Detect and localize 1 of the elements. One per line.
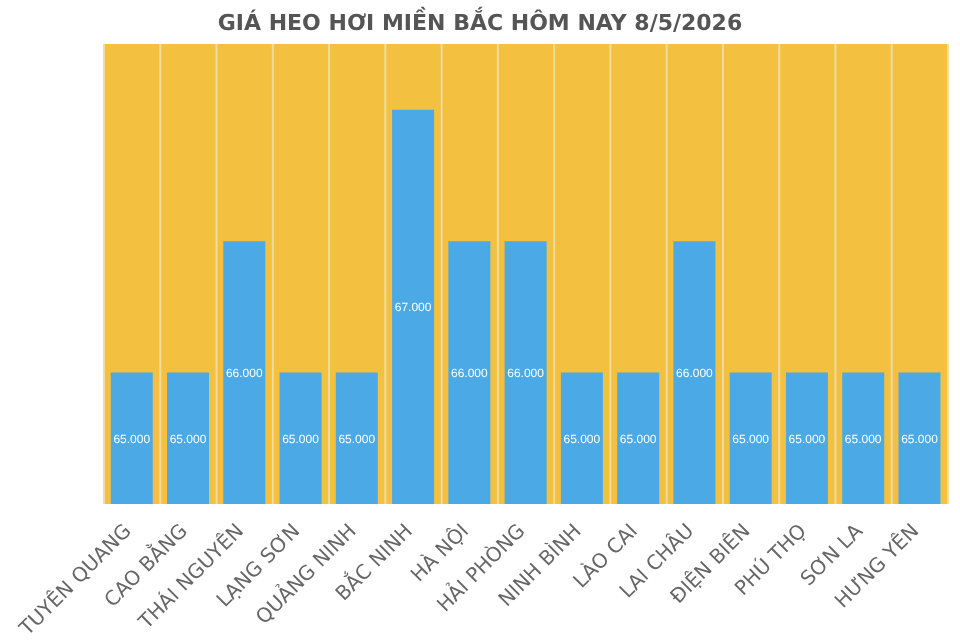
chart-title: GIÁ HEO HƠI MIỀN BẮC HÔM NAY 8/5/2026 — [215, 10, 745, 36]
